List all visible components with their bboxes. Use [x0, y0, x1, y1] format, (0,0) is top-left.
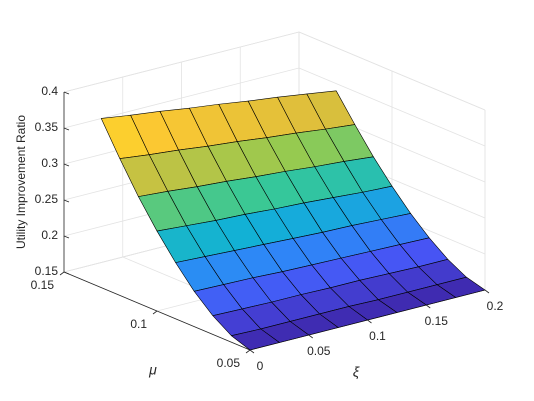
y-tick-label: 0.15 — [31, 278, 55, 292]
z-tick-label: 0.35 — [35, 120, 59, 134]
y-tick — [152, 310, 158, 315]
z-tick — [63, 127, 70, 131]
x-tick-label: 0.1 — [369, 329, 386, 343]
x-tick-label: 0.2 — [487, 299, 504, 313]
z-tick — [63, 163, 70, 167]
z-axis-label: Utility Improvement Ratio — [14, 115, 28, 249]
z-tick-label: 0.2 — [41, 228, 58, 242]
z-tick — [63, 199, 70, 203]
z-tick-label: 0.3 — [41, 156, 58, 170]
x-axis-label: ξ — [353, 364, 360, 380]
z-tick-label: 0.25 — [35, 192, 59, 206]
z-tick — [63, 235, 70, 239]
y-tick-label: 0.1 — [130, 317, 147, 331]
x-tick — [484, 289, 490, 294]
box-edge — [298, 31, 486, 111]
surface-cell — [231, 328, 280, 351]
box-edge — [63, 31, 300, 93]
x-tick — [308, 334, 313, 339]
x-tick — [367, 319, 372, 324]
y-tick-label: 0.05 — [217, 356, 241, 370]
z-tick-label: 0.15 — [35, 264, 59, 278]
y-axis-label: μ — [148, 362, 157, 378]
z-tick — [63, 91, 70, 95]
z-tick-label: 0.4 — [41, 84, 58, 98]
x-tick — [249, 349, 255, 354]
y-tick — [59, 271, 65, 276]
z-tick — [63, 271, 70, 275]
x-tick-label: 0 — [257, 359, 264, 373]
x-tick-label: 0.15 — [425, 314, 449, 328]
y-tick — [245, 349, 251, 354]
x-tick — [426, 304, 431, 309]
x-tick-label: 0.05 — [307, 344, 331, 358]
